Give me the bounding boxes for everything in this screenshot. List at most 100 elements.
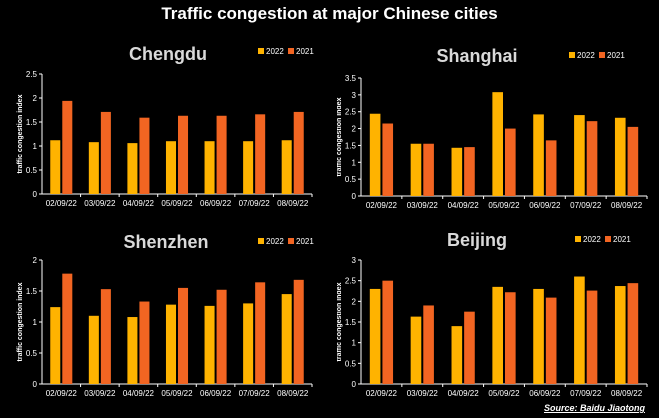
shanghai-y-tick-label: 3 [352, 91, 357, 100]
beijing-bar-2022 [492, 286, 503, 384]
chengdu-bar-2022 [281, 140, 292, 194]
chengdu-y-tick-label: 0.5 [26, 166, 38, 175]
shanghai-bar-2022 [574, 115, 585, 196]
beijing-bar-2021 [505, 292, 516, 384]
shenzhen-bar-2022 [165, 304, 176, 384]
beijing-panel: Beijing 2022 2021 traffic congestion index 0… [337, 226, 651, 406]
legend-swatch-2021 [599, 52, 605, 58]
shenzhen-bar-2022 [50, 307, 61, 384]
shenzhen-y-tick-label: 0 [33, 380, 38, 389]
beijing-bar-2021 [627, 283, 639, 384]
beijing-bar-2022 [410, 316, 422, 384]
chengdu-title: Chengdu [129, 44, 207, 64]
chengdu-bar-2021 [100, 111, 111, 194]
shenzhen-x-tick-label: 07/09/22 [239, 389, 271, 398]
figure-title: Traffic congestion at major Chinese citi… [161, 4, 498, 23]
chengdu-bar-2021 [178, 115, 189, 194]
shanghai-bar-2021 [464, 147, 475, 196]
beijing-y-tick-label: 1.5 [345, 318, 357, 327]
shanghai-bar-2021 [627, 126, 639, 196]
chengdu-bar-2022 [165, 141, 176, 194]
shanghai-bar-2022 [410, 143, 422, 196]
legend-label-2021: 2021 [296, 47, 314, 56]
shenzhen-bar-2022 [127, 317, 138, 384]
legend-label-2021: 2021 [613, 235, 631, 244]
shenzhen-x-tick-label: 08/09/22 [277, 389, 309, 398]
shenzhen-bar-2021 [216, 289, 227, 384]
shenzhen-bar-2022 [243, 303, 254, 384]
legend-swatch-2021 [605, 236, 611, 242]
shenzhen-title: Shenzhen [123, 232, 208, 252]
shenzhen-bar-2022 [88, 315, 99, 384]
shanghai-bar-2021 [382, 123, 394, 196]
shenzhen-y-tick-label: 1.5 [26, 287, 38, 296]
chengdu-bar-2022 [50, 140, 61, 194]
shanghai-x-tick-label: 07/09/22 [570, 201, 602, 210]
beijing-x-tick-label: 04/09/22 [448, 389, 480, 398]
chengdu-x-tick-label: 05/09/22 [161, 199, 193, 208]
legend-label-2022: 2022 [266, 47, 284, 56]
shanghai-y-tick-label: 2.5 [345, 108, 357, 117]
shenzhen-x-tick-label: 02/09/22 [46, 389, 78, 398]
chengdu-bar-2022 [88, 142, 99, 194]
chengdu-x-tick-label: 04/09/22 [123, 199, 155, 208]
beijing-y-tick-label: 2 [352, 297, 357, 306]
source-note: Source: Baidu Jiaotong [543, 403, 645, 413]
chengdu-y-tick-label: 1 [33, 142, 38, 151]
shenzhen-chart: Shenzhen 2022 2021 traffic congestion index… [17, 232, 314, 398]
legend-label-2021: 2021 [607, 51, 625, 60]
chengdu-bar-2022 [127, 143, 138, 194]
legend-swatch-2022 [258, 238, 264, 244]
shenzhen-x-tick-label: 06/09/22 [200, 389, 232, 398]
beijing-x-tick-label: 05/09/22 [488, 389, 520, 398]
shanghai-x-tick-label: 03/09/22 [407, 201, 439, 210]
shanghai-x-tick-label: 06/09/22 [529, 201, 561, 210]
shanghai-bar-2022 [369, 113, 381, 196]
beijing-bar-2021 [545, 297, 557, 384]
shanghai-y-tick-label: 1.5 [345, 141, 357, 150]
chengdu-bar-2021 [216, 115, 227, 194]
shenzhen-y-tick-label: 1 [33, 318, 38, 327]
shanghai-y-tick-label: 0.5 [345, 175, 357, 184]
shenzhen-panel: Shenzhen 2022 2021 traffic congestion index… [8, 226, 318, 406]
shenzhen-y-axis-label: traffic congestion index [17, 282, 24, 361]
shanghai-bar-2022 [492, 92, 503, 196]
shanghai-x-tick-label: 02/09/22 [366, 201, 398, 210]
legend-swatch-2021 [288, 238, 294, 244]
beijing-x-tick-label: 03/09/22 [407, 389, 439, 398]
shenzhen-bar-2021 [178, 287, 189, 384]
chengdu-bar-2022 [243, 141, 254, 194]
shanghai-y-tick-label: 2 [352, 125, 357, 134]
beijing-bar-2022 [574, 276, 585, 384]
shenzhen-bar-2021 [255, 282, 266, 384]
legend-swatch-2022 [569, 52, 575, 58]
shenzhen-x-tick-label: 04/09/22 [123, 389, 155, 398]
legend-swatch-2022 [258, 48, 264, 54]
shanghai-y-tick-label: 1 [352, 158, 357, 167]
shanghai-y-axis-label: traffic congestion index [337, 97, 343, 176]
beijing-bar-2022 [451, 326, 463, 384]
chengdu-y-tick-label: 2.5 [26, 70, 38, 79]
beijing-bar-2022 [614, 286, 626, 384]
beijing-bar-2022 [533, 288, 544, 384]
chengdu-x-tick-label: 02/09/22 [46, 199, 78, 208]
legend-swatch-2022 [575, 236, 581, 242]
shenzhen-bar-2022 [281, 294, 292, 384]
chengdu-y-axis-label: traffic congestion index [17, 94, 24, 173]
beijing-y-tick-label: 0 [352, 380, 357, 389]
beijing-y-tick-label: 1 [352, 339, 357, 348]
beijing-x-tick-label: 02/09/22 [366, 389, 398, 398]
beijing-bar-2021 [464, 311, 475, 384]
beijing-legend: 2022 2021 [575, 235, 631, 244]
beijing-x-tick-label: 07/09/22 [570, 389, 602, 398]
beijing-bar-2022 [369, 288, 381, 384]
beijing-y-tick-label: 3 [352, 256, 357, 265]
chengdu-y-tick-label: 1.5 [26, 118, 38, 127]
shanghai-bar-2022 [533, 114, 544, 196]
shanghai-x-tick-label: 05/09/22 [488, 201, 520, 210]
legend-label-2022: 2022 [577, 51, 595, 60]
shenzhen-y-tick-label: 0.5 [26, 349, 38, 358]
chengdu-x-tick-label: 03/09/22 [84, 199, 116, 208]
shenzhen-x-tick-label: 05/09/22 [161, 389, 193, 398]
chengdu-y-tick-label: 2 [33, 94, 38, 103]
